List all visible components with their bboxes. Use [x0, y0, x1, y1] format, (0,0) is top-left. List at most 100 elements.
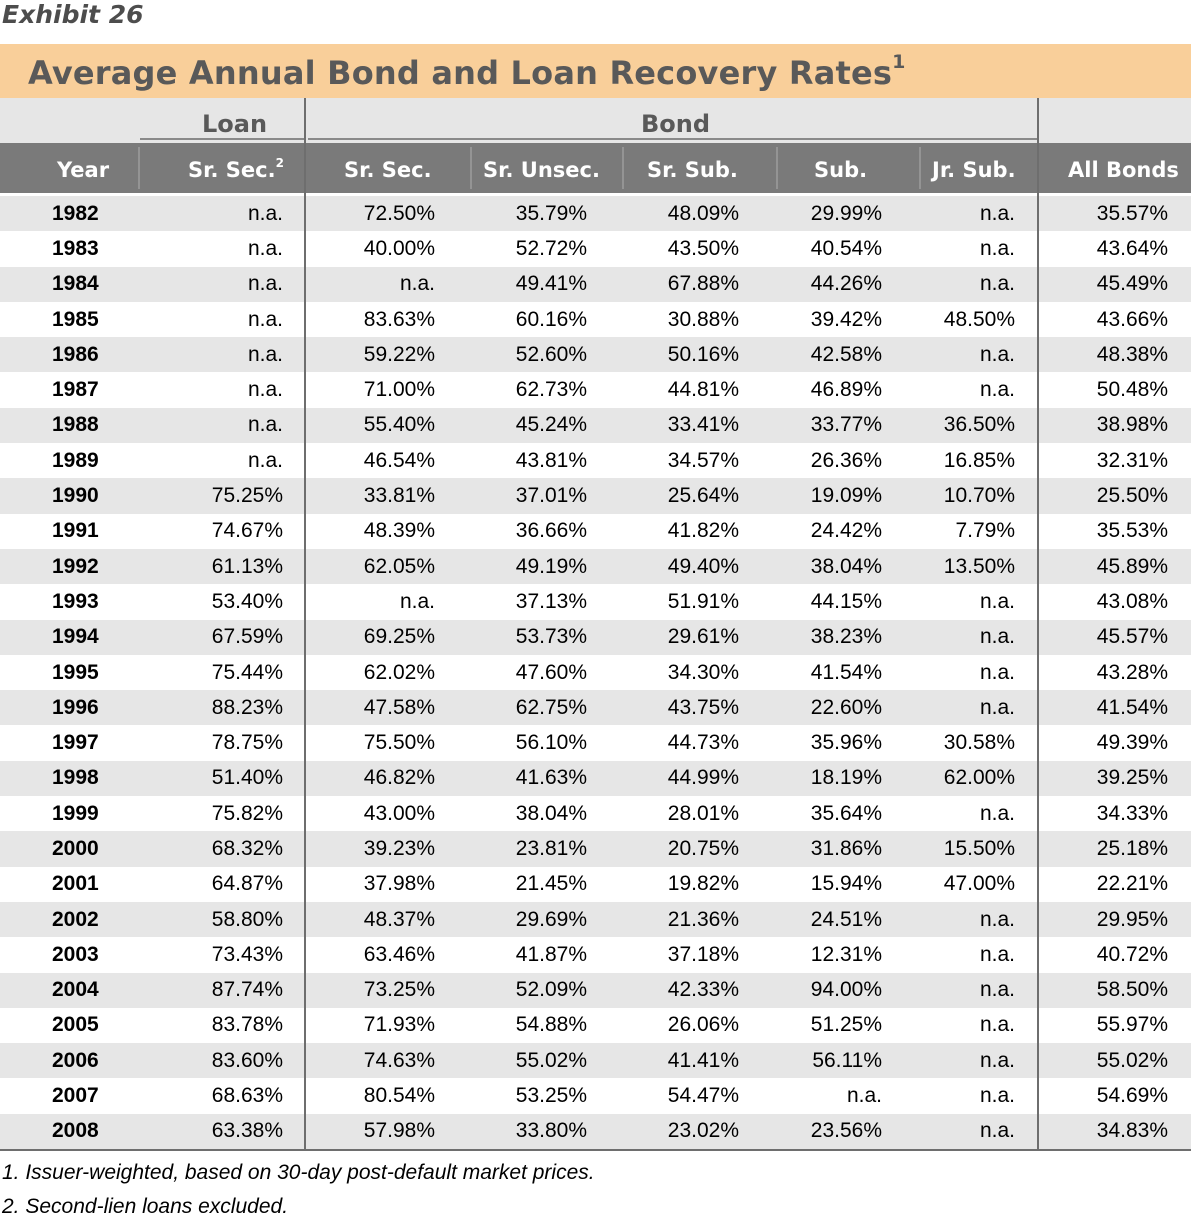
table-row: 1996 88.23% 47.58% 62.75% 43.75% 22.60% n.a. 41…	[0, 690, 1191, 726]
cell-jr-sub: n.a.	[979, 378, 1015, 402]
table-row: 1986 n.a. 59.22% 52.60% 50.16% 42.58% n.a. 48.3…	[0, 337, 1191, 373]
cell-sub: 56.11%	[762, 1043, 905, 1079]
table-row: 1995 75.44% 62.02% 47.60% 34.30% 41.54% n.a. 43…	[0, 655, 1191, 690]
cell-sub: 15.94%	[810, 872, 882, 896]
cell-year: 1990	[0, 478, 138, 514]
cell-sub: n.a.	[846, 1084, 882, 1108]
cell-sr-sec: 59.22%	[306, 337, 458, 373]
cell-sub: 33.77%	[762, 407, 905, 444]
col-header-year: Year	[57, 158, 110, 182]
cell-year: 2008	[0, 1113, 138, 1150]
cell-sub: 38.04%	[762, 548, 905, 585]
cell-all-bonds: 25.50%	[1038, 478, 1191, 514]
cell-year: 2005	[52, 1013, 99, 1037]
cell-year: 1985	[52, 307, 99, 331]
cell-loan-sr-sec: n.a.	[247, 448, 283, 472]
cell-sr-sub: 19.82%	[667, 872, 739, 896]
cell-sub: 18.19%	[762, 760, 905, 797]
cell-sub: 44.15%	[810, 589, 882, 613]
cell-year: 1992	[0, 548, 138, 585]
cell-sr-sec: 62.05%	[306, 548, 458, 585]
cell-jr-sub: n.a.	[905, 901, 1038, 938]
cell-year: 2007	[52, 1084, 99, 1108]
cell-jr-sub: n.a.	[979, 942, 1015, 966]
cell-jr-sub: n.a.	[905, 337, 1038, 373]
cell-sr-sec: 63.46%	[363, 942, 435, 966]
cell-year: 1988	[0, 407, 138, 444]
cell-sr-unsec: 52.09%	[458, 972, 610, 1008]
cell-loan-sr-sec: n.a.	[247, 307, 283, 331]
cell-all-bonds: 55.97%	[1096, 1013, 1168, 1037]
cell-year: 1998	[0, 760, 138, 797]
cell-all-bonds: 41.54%	[1038, 690, 1191, 726]
cell-sr-unsec: 60.16%	[515, 307, 587, 331]
cell-all-bonds: 55.02%	[1038, 1043, 1191, 1079]
cell-sr-unsec: 36.66%	[515, 519, 587, 543]
table-row: 2004 87.74% 73.25% 52.09% 42.33% 94.00% n.a. 58…	[0, 972, 1191, 1008]
cell-sr-sub: 54.47%	[667, 1084, 739, 1108]
cell-sub: 24.42%	[810, 519, 882, 543]
table-row: 2006 83.60% 74.63% 55.02% 41.41% 56.11% n.a. 55…	[0, 1043, 1191, 1079]
cell-sr-unsec: 52.72%	[515, 236, 587, 260]
cell-jr-sub: n.a.	[979, 1084, 1015, 1108]
cell-sr-unsec: 45.24%	[458, 407, 610, 444]
col-header-sr-sub: Sr. Sub.	[647, 158, 738, 182]
cell-sr-unsec: 55.02%	[458, 1043, 610, 1079]
cell-all-bonds: 43.08%	[1096, 589, 1168, 613]
cell-jr-sub: n.a.	[905, 196, 1038, 232]
cell-jr-sub: n.a.	[905, 1043, 1038, 1079]
table-row: 1990 75.25% 33.81% 37.01% 25.64% 19.09% 10.70%…	[0, 478, 1191, 514]
cell-sr-sub: 67.88%	[610, 266, 762, 302]
cell-sub: 35.64%	[810, 801, 882, 825]
cell-sr-unsec: 49.19%	[458, 548, 610, 585]
cell-sr-unsec: 49.41%	[458, 266, 610, 302]
cell-sr-sec: 43.00%	[363, 801, 435, 825]
cell-sr-sub: 30.88%	[667, 307, 739, 331]
recovery-rates-table: 1982 n.a. 72.50% 35.79% 48.09% 29.99% n.a. 35.5…	[0, 196, 1191, 1150]
table-row: 1987 n.a. 71.00% 62.73% 44.81% 46.89% n.a. 50.4…	[0, 372, 1191, 407]
table-row: 2005 83.78% 71.93% 54.88% 26.06% 51.25% n.a. 55…	[0, 1008, 1191, 1043]
table-row: 2008 63.38% 57.98% 33.80% 23.02% 23.56% n.a. 34…	[0, 1113, 1191, 1150]
cell-loan-sr-sec: n.a.	[138, 337, 306, 373]
cell-loan-sr-sec: 73.43%	[211, 942, 283, 966]
cell-year: 2000	[0, 831, 138, 867]
cell-loan-sr-sec: 75.25%	[138, 478, 306, 514]
cell-sr-sec: 40.00%	[363, 236, 435, 260]
table-row: 1993 53.40% n.a. 37.13% 51.91% 44.15% n.a. 43.0…	[0, 584, 1191, 619]
cell-year: 2006	[0, 1043, 138, 1079]
cell-all-bonds: 45.89%	[1038, 548, 1191, 585]
cell-all-bonds: 25.18%	[1038, 831, 1191, 867]
cell-jr-sub: 30.58%	[943, 731, 1015, 755]
cell-sr-unsec: 37.01%	[458, 478, 610, 514]
col-header-all-bonds: All Bonds	[1068, 158, 1179, 182]
cell-sub: 39.42%	[810, 307, 882, 331]
cell-sr-unsec: 21.45%	[515, 872, 587, 896]
cell-sr-sec: 71.00%	[363, 378, 435, 402]
cell-sr-unsec: 62.75%	[458, 690, 610, 726]
cell-sr-sec: n.a.	[306, 266, 458, 302]
group-header-band	[0, 98, 1191, 143]
cell-all-bonds: 54.69%	[1096, 1084, 1168, 1108]
cell-loan-sr-sec: 67.59%	[138, 619, 306, 655]
cell-sub: 40.54%	[810, 236, 882, 260]
exhibit-label: Exhibit 26	[2, 0, 144, 29]
cell-year: 2002	[0, 901, 138, 938]
cell-all-bonds: 29.95%	[1038, 901, 1191, 938]
cell-year: 1984	[0, 266, 138, 302]
title-band	[0, 44, 1191, 98]
table-row: 1989 n.a. 46.54% 43.81% 34.57% 26.36% 16.85% 32…	[0, 443, 1191, 478]
cell-sub: 42.58%	[762, 337, 905, 373]
cell-jr-sub: n.a.	[979, 236, 1015, 260]
all-bonds-divider	[1037, 98, 1039, 1150]
cell-sub: 51.25%	[810, 1013, 882, 1037]
table-title: Average Annual Bond and Loan Recovery Ra…	[28, 51, 906, 92]
cell-jr-sub: 13.50%	[905, 548, 1038, 585]
cell-all-bonds: 40.72%	[1096, 942, 1168, 966]
cell-all-bonds: 43.66%	[1096, 307, 1168, 331]
cell-year: 1986	[0, 337, 138, 373]
cell-sr-sub: 43.50%	[667, 236, 739, 260]
cell-jr-sub: 10.70%	[905, 478, 1038, 514]
table-row: 1992 61.13% 62.05% 49.19% 49.40% 38.04% 13.50%…	[0, 548, 1191, 585]
cell-sr-unsec: 62.73%	[515, 378, 587, 402]
cell-sr-sub: 25.64%	[610, 478, 762, 514]
